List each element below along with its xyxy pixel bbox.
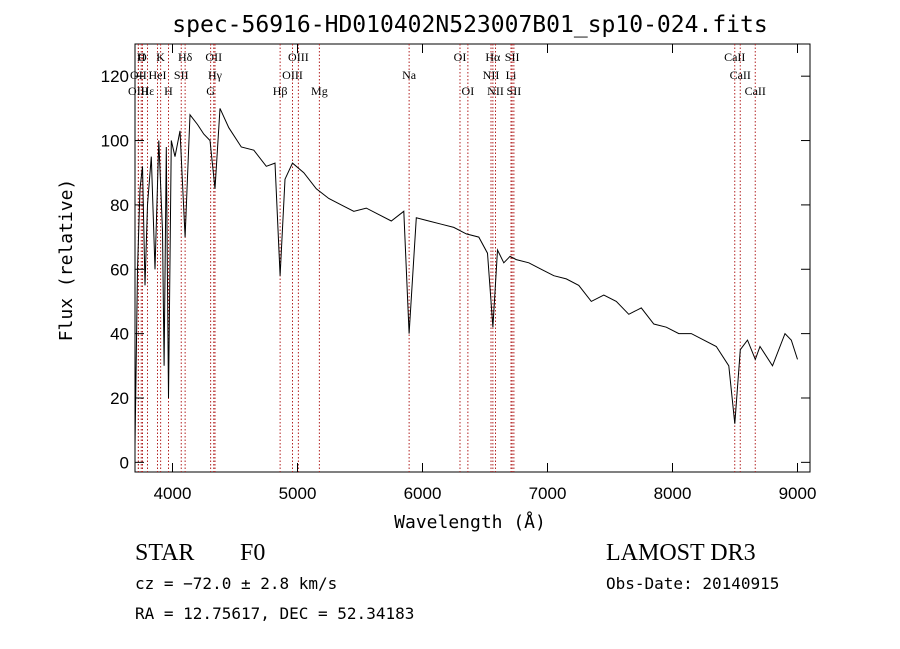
spectral-line-label: G <box>206 84 215 98</box>
spectral-line-label: O <box>138 50 147 64</box>
spectral-line-label: Na <box>402 68 417 82</box>
spectral-line-label: OIII <box>128 84 149 98</box>
spectral-line-label: SII <box>505 50 520 64</box>
spectral-line-label: CaII <box>724 50 745 64</box>
x-axis-title: Wavelength (Å) <box>394 511 546 533</box>
spectral-line-label: K <box>156 50 165 64</box>
observation-date: Obs-Date: 20140915 <box>606 574 779 593</box>
spectral-line-label: Hε <box>141 84 155 98</box>
x-tick-label: 9000 <box>779 484 817 503</box>
spectral-line-label: SII <box>174 68 189 82</box>
y-tick-label: 40 <box>110 325 129 344</box>
spectral-line-label: CaII <box>745 84 766 98</box>
spectral-line-label: Hβ <box>273 84 288 98</box>
x-tick-label: 8000 <box>654 484 692 503</box>
spectral-line-label: Hα <box>485 50 501 64</box>
spectral-line-label: OI <box>462 84 475 98</box>
y-tick-label: 120 <box>101 67 129 86</box>
object-class: STAR <box>135 540 194 566</box>
spectral-line-label: OII <box>130 68 147 82</box>
spectral-line-label: SII <box>507 84 522 98</box>
chart-title: spec-56916-HD010402N523007B01_sp10-024.f… <box>172 12 767 38</box>
plot-frame <box>134 43 811 473</box>
spectral-line-label: Hγ <box>208 68 223 82</box>
spectral-line-label: H <box>137 50 146 64</box>
y-axis-ticks: 0 20 40 60 80 100 120 <box>101 67 810 472</box>
spectral-line-label: NII <box>483 68 500 82</box>
sky-coordinates: RA = 12.75617, DEC = 52.34183 <box>135 604 414 623</box>
y-tick-label: 80 <box>110 196 129 215</box>
x-axis-ticks: 4000 5000 6000 7000 8000 9000 <box>154 44 817 503</box>
x-tick-label: 6000 <box>404 484 442 503</box>
spectral-line-label: CaII <box>730 68 751 82</box>
spectral-line-label: OIII <box>288 50 309 64</box>
spectral-line-label: HeI <box>149 68 167 82</box>
spectral-line-label: Li <box>506 68 517 82</box>
spectral-line-markers <box>137 44 756 472</box>
x-tick-label: 7000 <box>529 484 567 503</box>
spectral-line-label: Hδ <box>178 50 193 64</box>
spectral-line-label: H <box>164 84 173 98</box>
y-tick-label: 0 <box>120 453 129 472</box>
spectrum-info-footer: STAR F0 LAMOST DR3 cz = −72.0 ± 2.8 km/s… <box>135 540 779 623</box>
y-tick-label: 100 <box>101 132 129 151</box>
spectral-line-label: NII <box>487 84 504 98</box>
x-tick-label: 5000 <box>279 484 317 503</box>
survey-name: LAMOST DR3 <box>606 540 756 566</box>
spectral-line-label: OII <box>205 50 222 64</box>
spectral-line-label: Mg <box>311 84 328 98</box>
x-tick-label: 4000 <box>154 484 192 503</box>
spectral-subclass: F0 <box>240 540 265 566</box>
y-tick-label: 20 <box>110 389 129 408</box>
y-tick-label: 60 <box>110 260 129 279</box>
spectrum-trace <box>134 108 798 447</box>
redshift-velocity: cz = −72.0 ± 2.8 km/s <box>135 574 337 593</box>
spectral-line-label: OI <box>454 50 467 64</box>
y-axis-title: Flux (relative) <box>56 179 77 342</box>
spectral-line-label: OIII <box>282 68 303 82</box>
